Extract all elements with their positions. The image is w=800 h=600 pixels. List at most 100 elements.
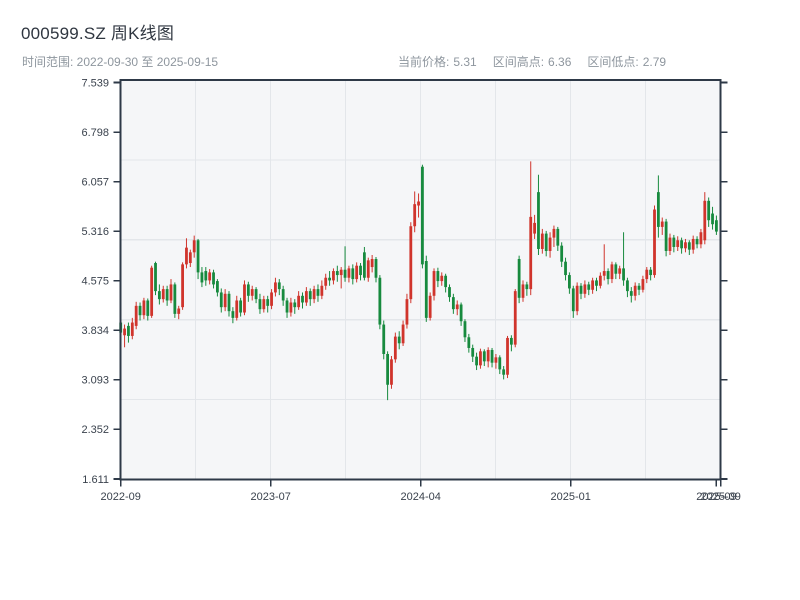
candle	[154, 261, 157, 296]
range-high-stat: 区间高点: 6.36	[493, 53, 572, 70]
y-tick-label: 4.575	[81, 276, 109, 288]
range-low-label: 区间低点:	[587, 55, 639, 69]
candle	[432, 268, 436, 301]
candle	[649, 267, 653, 281]
candle	[560, 242, 564, 268]
candle	[382, 320, 386, 360]
candle	[494, 353, 498, 369]
candle	[595, 277, 598, 292]
candle	[359, 263, 362, 281]
candle	[173, 282, 177, 318]
candle	[486, 347, 490, 368]
candle	[208, 269, 212, 285]
candle	[370, 254, 374, 273]
x-tick-label: 2023-07	[251, 491, 291, 503]
candle	[502, 366, 506, 380]
candle	[142, 297, 146, 320]
range-low-value: 2.79	[642, 55, 667, 69]
candle	[254, 287, 258, 304]
candle	[637, 283, 641, 296]
x-tick-label: 2025-09	[701, 491, 741, 503]
candle	[250, 285, 254, 301]
candle	[482, 349, 486, 367]
candle	[138, 302, 142, 321]
candle	[610, 261, 614, 284]
axis-labels: 7.539 6.798 6.057 5.316 4.575 3.834 3.093 2.352…	[81, 77, 740, 503]
candle	[513, 289, 517, 348]
candle	[285, 297, 289, 318]
y-tick-label: 1.611	[82, 474, 109, 486]
candle	[212, 269, 215, 289]
y-tick-label: 6.057	[81, 176, 109, 188]
price-stats: 当前价格: 5.31 区间高点: 6.36 区间低点: 2.79	[398, 53, 666, 70]
candle	[552, 225, 556, 247]
candle	[231, 307, 235, 324]
candle	[687, 240, 691, 255]
candle	[192, 235, 196, 258]
candle	[270, 289, 273, 310]
candle	[509, 335, 513, 352]
range-high-value: 6.36	[548, 55, 572, 69]
candle	[622, 232, 625, 286]
candle	[475, 352, 478, 371]
candle	[157, 284, 161, 305]
candle	[386, 351, 390, 401]
candle	[656, 175, 660, 238]
candle	[564, 257, 567, 281]
candle	[239, 297, 243, 317]
candle	[277, 279, 281, 296]
candle	[308, 288, 312, 306]
candle	[440, 272, 444, 286]
candle	[393, 332, 397, 363]
y-tick-label: 7.539	[81, 77, 109, 89]
candle	[374, 257, 378, 283]
candle	[316, 284, 320, 302]
candle	[490, 347, 494, 368]
x-tick-label: 2024-04	[401, 491, 441, 503]
candle	[161, 285, 165, 303]
candle	[548, 232, 552, 258]
candle	[401, 320, 405, 346]
candle	[463, 319, 467, 342]
candle	[289, 297, 293, 317]
candle	[165, 285, 169, 306]
y-tick-label: 6.798	[81, 127, 109, 139]
candle	[219, 288, 223, 313]
candle	[301, 292, 304, 309]
candle	[699, 228, 703, 249]
candle	[579, 283, 583, 300]
candle	[707, 197, 711, 227]
candle	[185, 238, 188, 269]
candle	[351, 264, 355, 285]
candle	[602, 244, 606, 281]
date-range-label: 时间范围: 2022-09-30 至 2025-09-15	[22, 55, 219, 69]
candle	[424, 255, 428, 322]
candle	[436, 267, 440, 288]
candle	[479, 348, 482, 369]
y-tick-label: 2.352	[81, 424, 109, 436]
candle	[618, 265, 622, 280]
candle	[544, 230, 548, 257]
candle	[281, 285, 285, 306]
candle	[471, 344, 475, 363]
candle	[428, 292, 432, 321]
candle	[417, 193, 420, 218]
candle	[320, 280, 324, 300]
candle	[498, 355, 502, 375]
candle	[653, 205, 656, 278]
candle	[200, 267, 204, 288]
candle	[664, 218, 668, 257]
candle	[378, 275, 382, 330]
candle	[328, 271, 331, 286]
candle	[355, 262, 359, 283]
candle	[177, 305, 181, 320]
candle	[556, 226, 560, 251]
candle	[684, 238, 687, 253]
candle	[711, 206, 714, 230]
candle	[451, 293, 455, 314]
candle	[227, 291, 231, 317]
candle	[633, 282, 637, 301]
candle	[645, 267, 649, 284]
candle	[540, 228, 544, 254]
